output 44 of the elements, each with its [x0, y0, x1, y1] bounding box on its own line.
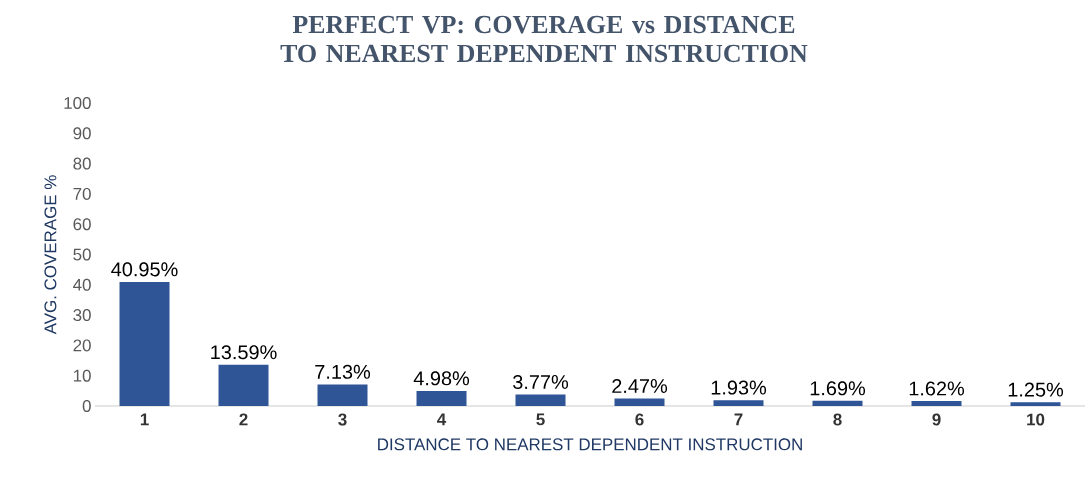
chart-title: PERFECT VP: COVERAGE vs DISTANCE TO NEAREST DEPENDENT INSTRUCTION [280, 15, 808, 63]
data-label: 13.59% [211, 345, 277, 360]
y-tick-label: 20 [73, 339, 91, 352]
data-label: 1.62% [909, 381, 965, 396]
data-label: 40.95% [111, 262, 178, 277]
y-tick-label: 10 [73, 369, 91, 382]
y-tick-label: 70 [73, 187, 91, 200]
bar [812, 400, 863, 406]
bar [1010, 402, 1061, 406]
y-tick-label: 80 [73, 157, 91, 170]
x-tick-label: 9 [932, 413, 941, 426]
bar [218, 364, 269, 406]
y-tick-label: 90 [73, 127, 91, 140]
bar [614, 398, 665, 406]
x-tick-label: 7 [734, 413, 743, 426]
y-tick-label: 60 [73, 218, 91, 231]
bar [911, 401, 962, 406]
x-tick-label: 1 [140, 413, 149, 426]
bar [119, 281, 170, 406]
y-tick-label: 30 [73, 309, 91, 322]
y-tick-label: 40 [73, 278, 91, 291]
bar [515, 394, 566, 406]
x-tick-label: 2 [239, 413, 248, 426]
data-label: 1.25% [1008, 382, 1064, 397]
y-axis-title: AVG. COVERAGE % [44, 175, 57, 335]
x-tick-label: 4 [437, 413, 447, 426]
x-tick-label: 5 [536, 413, 545, 426]
data-label: 3.77% [513, 374, 569, 390]
y-tick-label: 100 [64, 96, 91, 109]
x-axis-title: DISTANCE TO NEAREST DEPENDENT INSTRUCTION [378, 438, 802, 451]
x-tick-label: 10 [1027, 413, 1045, 426]
x-tick-label: 3 [338, 413, 347, 426]
data-label: 1.93% [711, 380, 767, 395]
data-label: 4.98% [413, 371, 470, 386]
data-label: 2.47% [612, 378, 668, 393]
bar [317, 384, 368, 406]
x-tick-label: 8 [833, 413, 842, 426]
y-tick-label: 50 [73, 248, 91, 261]
y-tick-label: 0 [82, 399, 91, 412]
bar [416, 390, 467, 406]
x-tick-label: 6 [635, 413, 644, 426]
bar [713, 400, 764, 406]
data-label: 1.69% [810, 381, 866, 396]
data-label: 7.13% [315, 364, 371, 379]
